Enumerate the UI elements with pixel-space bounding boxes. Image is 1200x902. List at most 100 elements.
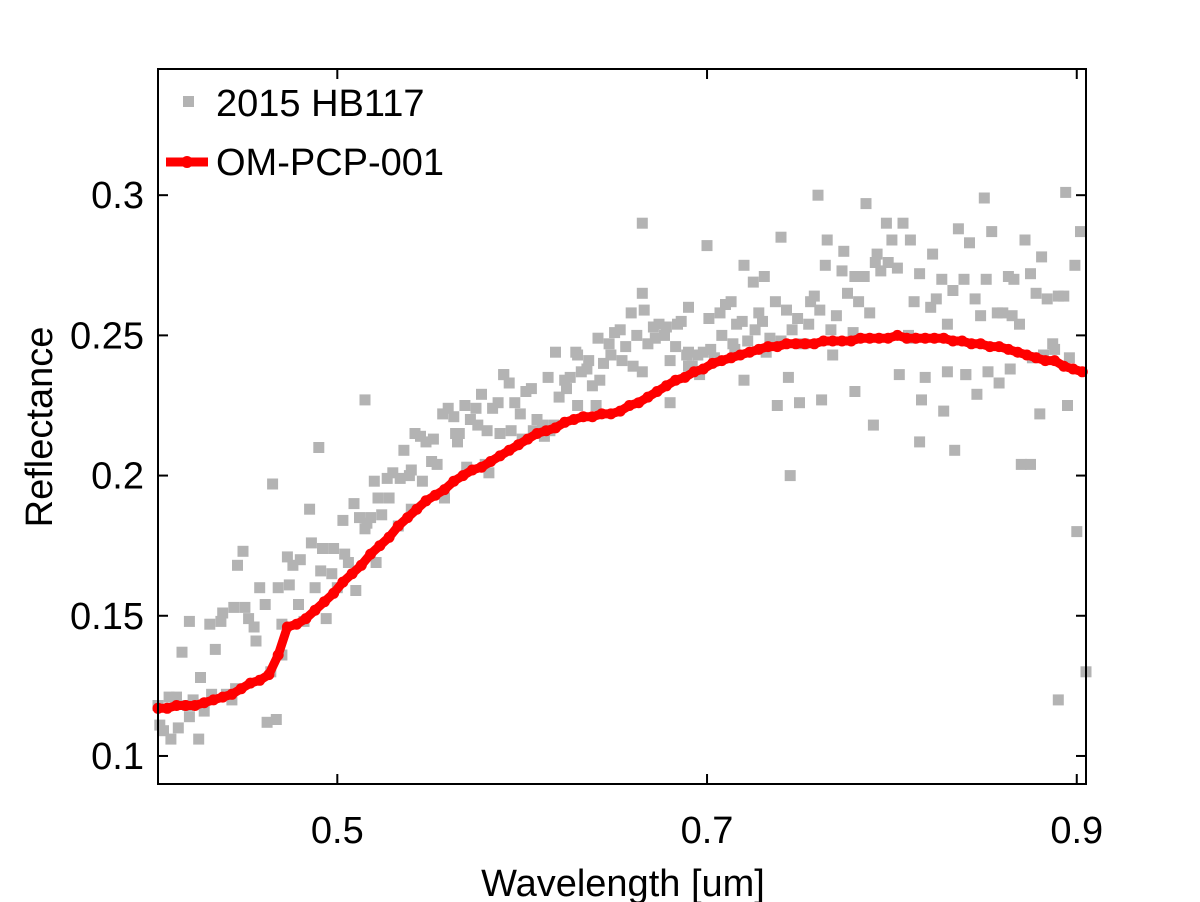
scatter-point bbox=[1025, 458, 1036, 470]
line-point bbox=[420, 495, 432, 507]
scatter-point bbox=[1038, 349, 1049, 361]
line-point bbox=[513, 439, 524, 451]
scatter-point bbox=[1015, 458, 1027, 470]
scatter-point bbox=[886, 234, 898, 246]
scatter-point bbox=[775, 231, 787, 243]
scatter-point bbox=[503, 377, 515, 389]
scatter-point bbox=[416, 475, 428, 487]
scatter-point bbox=[821, 234, 833, 246]
scatter-point bbox=[326, 568, 338, 580]
scatter-point bbox=[930, 293, 942, 305]
line-point bbox=[254, 674, 266, 686]
scatter-point bbox=[361, 517, 373, 529]
line-point bbox=[226, 688, 238, 700]
scatter-point bbox=[647, 321, 659, 333]
scatter-point bbox=[982, 366, 994, 378]
scatter-point bbox=[758, 271, 770, 282]
scatter-point bbox=[908, 296, 920, 308]
scatter-point bbox=[927, 248, 939, 260]
line-point bbox=[928, 332, 940, 344]
scatter-point bbox=[359, 523, 371, 535]
scatter-point bbox=[904, 234, 916, 246]
line-point bbox=[919, 332, 931, 344]
line-point bbox=[965, 338, 977, 350]
scatter-point bbox=[659, 329, 670, 341]
scatter-point bbox=[875, 265, 887, 277]
scatter-point bbox=[248, 621, 260, 633]
scatter-point bbox=[193, 733, 205, 745]
scatter-point bbox=[498, 369, 510, 381]
scatter-point bbox=[708, 352, 720, 364]
line-point bbox=[161, 702, 173, 714]
line-point bbox=[383, 531, 395, 543]
line-point bbox=[790, 338, 802, 350]
line-point bbox=[318, 596, 330, 608]
scatter-point bbox=[914, 268, 926, 280]
scatter-point bbox=[893, 369, 905, 381]
scatter-point bbox=[814, 304, 826, 316]
scatter-point bbox=[342, 557, 354, 568]
scatter-point bbox=[481, 425, 493, 437]
scatter-point bbox=[882, 257, 894, 268]
scatter-point bbox=[226, 694, 238, 706]
line-point bbox=[485, 456, 497, 467]
scatter-point bbox=[816, 394, 828, 406]
scatter-point bbox=[1071, 526, 1083, 538]
scatter-point bbox=[980, 273, 992, 285]
scatter-point bbox=[294, 554, 306, 566]
scatter-point bbox=[660, 321, 672, 333]
line-point bbox=[577, 411, 589, 423]
line-point bbox=[762, 341, 774, 353]
scatter-point bbox=[960, 369, 972, 381]
scatter-point bbox=[714, 307, 726, 319]
scatter-point bbox=[261, 716, 273, 728]
scatter-point bbox=[183, 711, 195, 723]
scatter-point bbox=[736, 315, 748, 327]
line-point bbox=[771, 341, 783, 353]
line-point bbox=[1021, 349, 1033, 361]
scatter-point bbox=[394, 472, 406, 484]
scatter-point bbox=[849, 271, 861, 282]
scatter-point bbox=[598, 357, 609, 369]
scatter-point bbox=[808, 290, 820, 302]
scatter-point bbox=[1006, 310, 1018, 322]
legend-label-om-pcp-001: OM-PCP-001 bbox=[216, 142, 444, 184]
scatter-point bbox=[738, 259, 750, 271]
scatter-point bbox=[1019, 234, 1031, 246]
scatter-point bbox=[971, 388, 983, 400]
line-point bbox=[1058, 360, 1070, 372]
scatter-point bbox=[176, 646, 188, 658]
line-point bbox=[522, 433, 534, 445]
scatter-point bbox=[727, 338, 739, 350]
line-point bbox=[586, 411, 598, 423]
scatter-point bbox=[209, 643, 221, 655]
scatter-point bbox=[250, 635, 262, 647]
scatter-point bbox=[636, 217, 648, 229]
line-point bbox=[466, 464, 478, 476]
line-point bbox=[1067, 363, 1079, 375]
line-point bbox=[568, 414, 580, 425]
y-axis-title: Reflectance bbox=[19, 327, 61, 528]
scatter-point bbox=[550, 346, 561, 358]
line-point bbox=[180, 700, 192, 711]
scatter-point bbox=[812, 189, 824, 201]
scatter-point bbox=[538, 430, 550, 442]
line-point bbox=[808, 338, 820, 350]
scatter-point bbox=[738, 374, 750, 386]
scatter-point bbox=[764, 332, 776, 344]
scatter-point bbox=[439, 492, 450, 504]
line-point bbox=[476, 461, 487, 473]
scatter-point bbox=[195, 672, 206, 683]
line-point bbox=[559, 416, 571, 428]
scatter-point bbox=[370, 557, 382, 568]
scatter-point bbox=[880, 217, 892, 229]
scatter-point bbox=[405, 464, 417, 476]
scatter-point bbox=[259, 599, 271, 610]
line-point bbox=[217, 691, 229, 703]
scatter-point bbox=[683, 346, 694, 358]
scatter-point bbox=[1075, 226, 1086, 238]
plot-background bbox=[158, 69, 1086, 784]
line-point bbox=[993, 341, 1005, 353]
scatter-point bbox=[505, 425, 517, 437]
scatter-point bbox=[470, 402, 482, 414]
